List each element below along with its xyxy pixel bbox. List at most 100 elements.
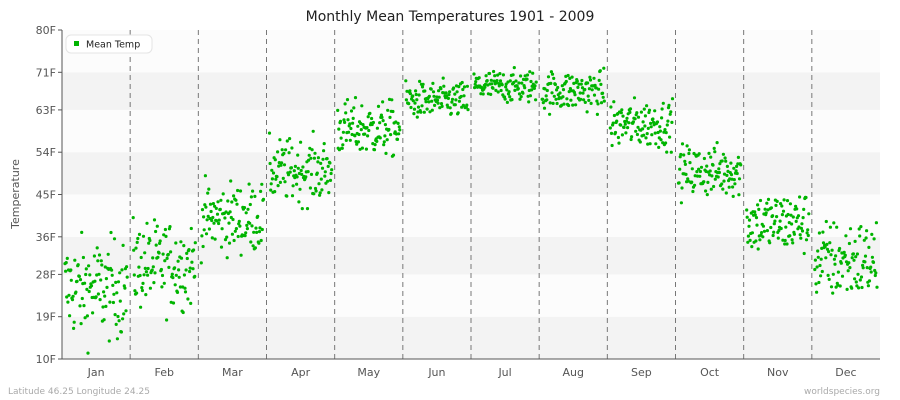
data-point xyxy=(398,128,402,132)
data-point xyxy=(824,219,828,224)
data-point xyxy=(875,285,879,289)
data-point xyxy=(279,163,283,167)
data-point xyxy=(619,123,623,127)
data-point xyxy=(528,70,532,74)
data-point xyxy=(142,273,146,277)
data-point xyxy=(285,194,289,198)
data-point xyxy=(628,107,633,111)
data-point xyxy=(870,232,874,236)
data-point xyxy=(321,157,325,161)
data-point xyxy=(437,95,441,99)
data-point xyxy=(352,106,356,110)
data-point xyxy=(867,245,871,249)
data-point xyxy=(363,132,367,136)
data-point xyxy=(798,195,802,199)
data-point xyxy=(702,156,707,161)
data-point xyxy=(253,194,257,198)
data-point xyxy=(612,100,616,104)
data-point xyxy=(178,285,182,289)
data-point xyxy=(282,151,286,155)
data-point xyxy=(624,131,628,135)
data-point xyxy=(820,269,824,274)
data-point xyxy=(384,151,388,155)
data-point xyxy=(78,304,82,308)
data-point xyxy=(182,273,186,277)
data-point xyxy=(386,108,390,112)
data-point xyxy=(828,241,832,245)
data-point xyxy=(788,202,793,206)
data-point xyxy=(813,258,818,262)
data-point xyxy=(660,107,664,111)
data-point xyxy=(255,230,259,234)
data-point xyxy=(123,286,127,290)
data-point xyxy=(546,75,551,79)
data-point xyxy=(532,86,537,90)
data-point xyxy=(615,119,619,123)
data-point xyxy=(777,228,781,233)
data-point xyxy=(348,138,352,142)
data-point xyxy=(163,259,167,263)
x-tick-label: Feb xyxy=(155,366,174,379)
data-point xyxy=(658,129,663,133)
data-point xyxy=(202,228,206,232)
data-point xyxy=(318,191,322,195)
y-tick-label: 54F xyxy=(36,146,56,159)
data-point xyxy=(838,284,842,288)
data-point xyxy=(654,142,658,146)
data-point xyxy=(121,243,125,247)
data-point xyxy=(260,182,264,186)
data-point xyxy=(155,224,159,228)
data-point xyxy=(861,263,865,267)
data-point xyxy=(138,273,142,278)
data-point xyxy=(656,130,660,135)
data-point xyxy=(819,257,823,261)
data-point xyxy=(765,201,769,205)
data-point xyxy=(609,105,613,109)
data-point xyxy=(731,194,735,198)
data-point xyxy=(504,85,508,89)
data-point xyxy=(71,294,75,298)
data-point xyxy=(183,286,187,290)
data-point xyxy=(732,178,736,182)
data-point xyxy=(248,221,252,225)
data-point xyxy=(578,91,582,95)
data-point xyxy=(72,320,76,324)
data-point xyxy=(860,285,864,290)
data-point xyxy=(790,222,794,226)
data-point xyxy=(739,163,743,167)
data-point xyxy=(319,161,323,165)
data-point xyxy=(373,143,377,147)
data-point xyxy=(633,117,637,121)
data-point xyxy=(745,208,749,212)
data-point xyxy=(412,107,417,111)
data-point xyxy=(716,175,720,179)
data-point xyxy=(295,175,299,179)
data-point xyxy=(859,225,863,229)
data-point xyxy=(166,252,170,257)
data-point xyxy=(736,162,740,166)
data-point xyxy=(768,241,772,245)
data-point xyxy=(408,92,412,96)
data-point xyxy=(620,108,624,112)
data-point xyxy=(274,177,278,181)
footer-coordinates: Latitude 46.25 Longitude 24.25 xyxy=(8,387,150,397)
data-point xyxy=(69,278,73,282)
data-point xyxy=(134,246,138,250)
y-tick-label: 80F xyxy=(36,24,56,37)
data-point xyxy=(378,121,382,125)
data-point xyxy=(112,237,117,241)
data-point xyxy=(503,97,507,101)
data-point xyxy=(794,219,798,223)
data-point xyxy=(747,218,752,222)
data-point xyxy=(105,285,109,289)
data-point xyxy=(317,182,321,186)
data-point xyxy=(120,268,124,272)
data-point xyxy=(720,159,724,163)
y-tick-label: 71F xyxy=(36,66,56,79)
data-point xyxy=(404,79,408,83)
data-point xyxy=(139,255,143,260)
data-point xyxy=(124,309,128,313)
data-point xyxy=(446,96,450,100)
data-point xyxy=(277,161,281,165)
data-point xyxy=(823,245,827,249)
